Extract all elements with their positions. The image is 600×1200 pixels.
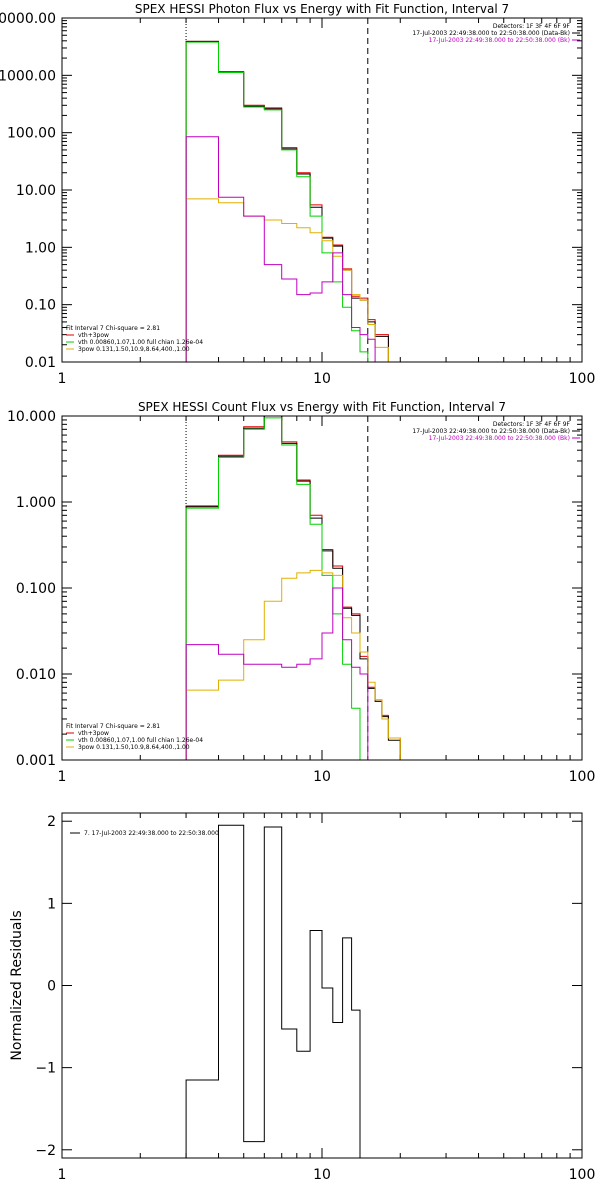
- series-step-line: [185, 417, 361, 760]
- chart-title: SPEX HESSI Count Flux vs Energy with Fit…: [138, 400, 506, 414]
- chart-title: SPEX HESSI Photon Flux vs Energy with Fi…: [135, 2, 509, 16]
- series-step-line: [185, 40, 389, 362]
- plot-frame: [61, 812, 583, 1159]
- series-step-line: [185, 136, 376, 362]
- info-text: 17-Jul-2003 22:49:38.000 to 22:50:38.000…: [412, 428, 570, 435]
- series-step-line: [185, 416, 401, 760]
- info-text: 17-Jul-2003 22:49:38.000 to 22:50:38.000…: [429, 435, 570, 442]
- y-tick-label: 1000.00: [0, 68, 56, 84]
- series-group: [185, 40, 389, 362]
- series-step-line: [185, 41, 369, 362]
- info-text: 17-Jul-2003 22:49:38.000 to 22:50:38.000…: [429, 37, 570, 44]
- axis-ticks: [61, 17, 583, 363]
- legend-label: 3pow 0.131,1.50,10.9,8.64,400.,1.00: [78, 346, 190, 353]
- chart-panel-2: SPEX HESSI Count Flux vs Energy with Fit…: [7, 400, 595, 785]
- y-tick-label: 10.000: [7, 409, 56, 425]
- series-step-line: [185, 587, 369, 760]
- x-tick-label: 1: [58, 769, 67, 785]
- series-step-line: [185, 824, 361, 1158]
- series-step-line: [185, 198, 389, 362]
- axis-ticks: [61, 415, 583, 761]
- legend-label: vth+3pow: [78, 332, 109, 339]
- x-tick-label: 10: [313, 769, 331, 785]
- y-tick-label: 0.100: [16, 581, 56, 597]
- series-step-line: [185, 40, 389, 362]
- legend-label: vth 0.00860,1.07,1.00 full chian 1.26e-0…: [78, 339, 203, 346]
- y-tick-label: 100.00: [7, 126, 56, 142]
- x-tick-label: 1: [58, 371, 67, 387]
- info-text: Detectors: 1F 3F 4F 6F 9F: [493, 421, 571, 428]
- series-group: [185, 416, 401, 760]
- legend-label: vth+3pow: [78, 730, 109, 737]
- y-tick-label: −2: [35, 1143, 56, 1159]
- x-tick-label: 1: [58, 1167, 67, 1183]
- info-text: Detectors: 1F 3F 4F 6F 9F: [493, 23, 571, 30]
- x-tick-label: 10: [313, 371, 331, 387]
- y-tick-label: 10000.00: [0, 11, 56, 27]
- legend-label: vth 0.00860,1.07,1.00 full chian 1.26e-0…: [78, 737, 203, 744]
- chart-panel-1: SPEX HESSI Photon Flux vs Energy with Fi…: [0, 2, 595, 387]
- y-tick-label: 1.000: [16, 495, 56, 511]
- info-text: 17-Jul-2003 22:49:38.000 to 22:50:38.000…: [412, 30, 570, 37]
- series-group: [185, 824, 361, 1158]
- x-tick-label: 100: [569, 1167, 596, 1183]
- legend-header: Fit Interval 7 Chi-square = 2.81: [66, 723, 160, 730]
- legend-header: Fit Interval 7 Chi-square = 2.81: [66, 325, 160, 332]
- series-step-line: [185, 569, 401, 760]
- y-tick-label: 1.00: [25, 240, 56, 256]
- plot-frame: [61, 415, 583, 761]
- x-tick-label: 10: [313, 1167, 331, 1183]
- y-tick-label: −1: [35, 1061, 56, 1077]
- y-tick-label: 0.001: [16, 753, 56, 769]
- legend-label: 3pow 0.131,1.50,10.9,8.64,400.,1.00: [78, 744, 190, 751]
- y-tick-label: 2: [47, 814, 56, 830]
- y-tick-label: 0: [47, 979, 56, 995]
- y-axis-label: Normalized Residuals: [9, 910, 25, 1060]
- y-tick-label: 1: [47, 896, 56, 912]
- y-tick-label: 0.010: [16, 667, 56, 683]
- y-tick-label: 10.00: [16, 183, 56, 199]
- y-tick-label: 0.01: [25, 355, 56, 371]
- y-tick-label: 0.10: [25, 298, 56, 314]
- legend-label: 7. 17-Jul-2003 22:49:38.000 to 22:50:38.…: [84, 830, 219, 837]
- x-tick-label: 100: [569, 769, 596, 785]
- chart-panel-3: 1 10 100 −2 −1 0 1 2 Normalized Residuals 7. 17-J…: [9, 812, 596, 1183]
- plot-frame: [61, 17, 583, 363]
- x-tick-label: 100: [569, 371, 596, 387]
